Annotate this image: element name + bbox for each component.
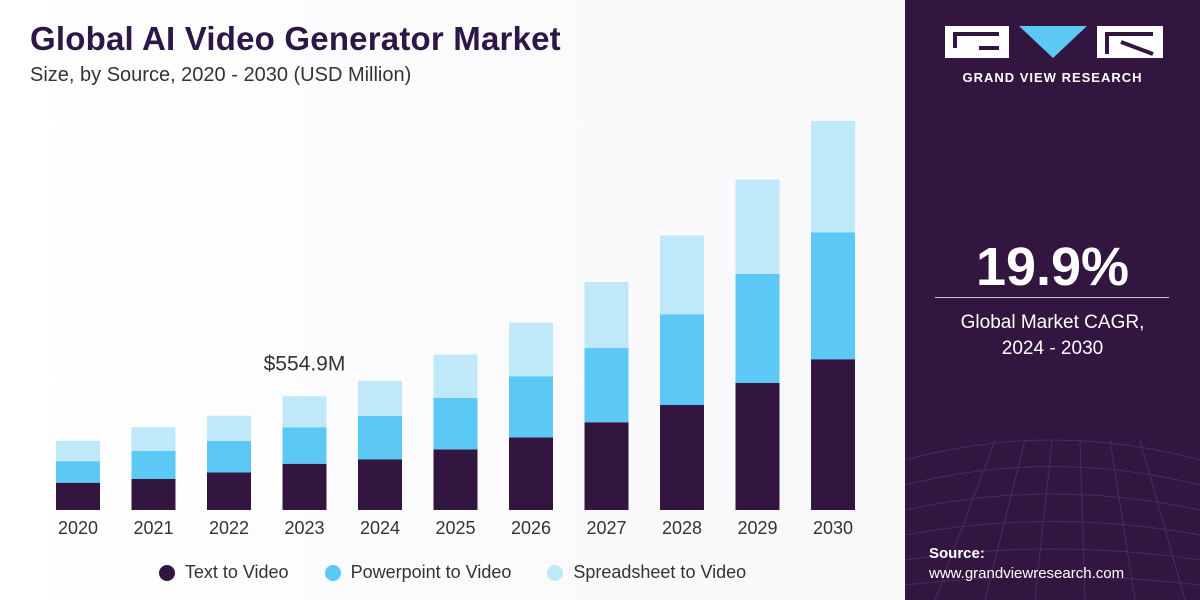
x-tick-label-2028: 2028 bbox=[662, 518, 702, 538]
gvr-logo-icon bbox=[945, 26, 1163, 58]
bar-segment-spreadsheet-to-video-2028 bbox=[660, 235, 704, 315]
chart-title: Global AI Video Generator Market bbox=[30, 20, 561, 57]
legend-label-powerpoint-to-video: Powerpoint to Video bbox=[350, 562, 512, 582]
bar-segment-text-to-video-2022 bbox=[207, 472, 251, 510]
cagr-label-line2: 2024 - 2030 bbox=[1001, 338, 1104, 359]
bar-segment-text-to-video-2024 bbox=[358, 459, 402, 510]
bar-segment-powerpoint-to-video-2027 bbox=[584, 347, 629, 423]
legend-label-text-to-video: Text to Video bbox=[184, 562, 289, 582]
x-tick-label-2024: 2024 bbox=[360, 518, 400, 538]
bar-segment-spreadsheet-to-video-2021 bbox=[131, 427, 176, 451]
x-tick-label-2027: 2027 bbox=[586, 518, 626, 538]
bar-segment-powerpoint-to-video-2020 bbox=[56, 461, 100, 483]
bar-segment-powerpoint-to-video-2030 bbox=[811, 232, 855, 360]
bar-segment-text-to-video-2028 bbox=[660, 405, 704, 510]
x-tick-label-2020: 2020 bbox=[58, 518, 98, 538]
bar-segment-spreadsheet-to-video-2025 bbox=[433, 354, 478, 398]
x-tick-label-2030: 2030 bbox=[813, 518, 853, 538]
legend-swatch-powerpoint-to-video bbox=[324, 564, 341, 581]
bar-segment-text-to-video-2030 bbox=[811, 359, 855, 510]
bar-segment-powerpoint-to-video-2023 bbox=[282, 427, 327, 464]
x-tick-label-2023: 2023 bbox=[284, 518, 324, 538]
bar-segment-spreadsheet-to-video-2027 bbox=[584, 282, 629, 348]
source-link[interactable]: www.grandviewresearch.com bbox=[929, 565, 1125, 582]
bar-segment-text-to-video-2020 bbox=[56, 482, 100, 510]
bar-segment-spreadsheet-to-video-2022 bbox=[207, 415, 251, 441]
stacked-bar-chart: 2020 2021 2022 2023 2024 2025 2026 2027 2028 2029… bbox=[56, 121, 855, 538]
bar-segment-powerpoint-to-video-2025 bbox=[433, 397, 478, 450]
chart-panel: Global AI Video Generator Market Size, b… bbox=[0, 0, 905, 600]
x-tick-label-2029: 2029 bbox=[737, 518, 777, 538]
legend-swatch-text-to-video bbox=[158, 564, 175, 581]
x-tick-label-2021: 2021 bbox=[133, 518, 173, 538]
bar-segment-spreadsheet-to-video-2023 bbox=[282, 396, 327, 428]
bar-segment-text-to-video-2021 bbox=[131, 479, 176, 510]
bar-segment-spreadsheet-to-video-2026 bbox=[509, 322, 553, 377]
bar-segment-powerpoint-to-video-2028 bbox=[660, 314, 704, 405]
source-label: Source: bbox=[929, 545, 985, 562]
brand-name: GRAND VIEW RESEARCH bbox=[962, 70, 1143, 85]
legend-swatch-spreadsheet-to-video bbox=[547, 564, 564, 581]
bar-segment-powerpoint-to-video-2029 bbox=[735, 274, 780, 383]
bar-segment-spreadsheet-to-video-2029 bbox=[735, 179, 780, 274]
x-tick-label-2025: 2025 bbox=[435, 518, 475, 538]
brand-panel: GRAND VIEW RESEARCH 19.9% Global Market … bbox=[905, 0, 1200, 600]
bar-segment-text-to-video-2029 bbox=[735, 383, 780, 510]
x-tick-label-2022: 2022 bbox=[209, 518, 249, 538]
bar-segment-powerpoint-to-video-2024 bbox=[358, 416, 402, 460]
bar-segment-powerpoint-to-video-2022 bbox=[207, 441, 251, 473]
bar-segment-spreadsheet-to-video-2024 bbox=[358, 380, 402, 416]
bar-segment-powerpoint-to-video-2026 bbox=[509, 376, 553, 438]
value-annotation-2023: $554.9M bbox=[264, 352, 346, 375]
cagr-value: 19.9% bbox=[975, 237, 1130, 297]
bar-segment-text-to-video-2026 bbox=[509, 437, 553, 510]
cagr-label-line1: Global Market CAGR, bbox=[960, 312, 1145, 333]
chart-legend: Text to Video Powerpoint to Video Spread… bbox=[0, 562, 905, 583]
x-tick-label-2026: 2026 bbox=[511, 518, 551, 538]
legend-item-spreadsheet-to-video: Spreadsheet to Video bbox=[547, 562, 746, 583]
bar-segment-text-to-video-2027 bbox=[584, 422, 629, 510]
divider bbox=[935, 297, 1169, 298]
cagr-label: Global Market CAGR, 2024 - 2030 bbox=[905, 310, 1200, 362]
legend-item-text-to-video: Text to Video bbox=[158, 562, 289, 583]
legend-item-powerpoint-to-video: Powerpoint to Video bbox=[324, 562, 512, 583]
grid-decoration bbox=[905, 439, 1200, 600]
bar-segment-powerpoint-to-video-2021 bbox=[131, 451, 176, 479]
chart-subtitle: Size, by Source, 2020 - 2030 (USD Millio… bbox=[30, 64, 412, 86]
bar-segment-spreadsheet-to-video-2030 bbox=[811, 121, 855, 233]
bar-segment-text-to-video-2023 bbox=[282, 463, 327, 510]
legend-label-spreadsheet-to-video: Spreadsheet to Video bbox=[573, 562, 747, 582]
source-note: Source: www.grandviewresearch.com bbox=[929, 544, 1124, 584]
bar-segment-text-to-video-2025 bbox=[433, 449, 478, 510]
bar-segment-spreadsheet-to-video-2020 bbox=[56, 440, 100, 462]
